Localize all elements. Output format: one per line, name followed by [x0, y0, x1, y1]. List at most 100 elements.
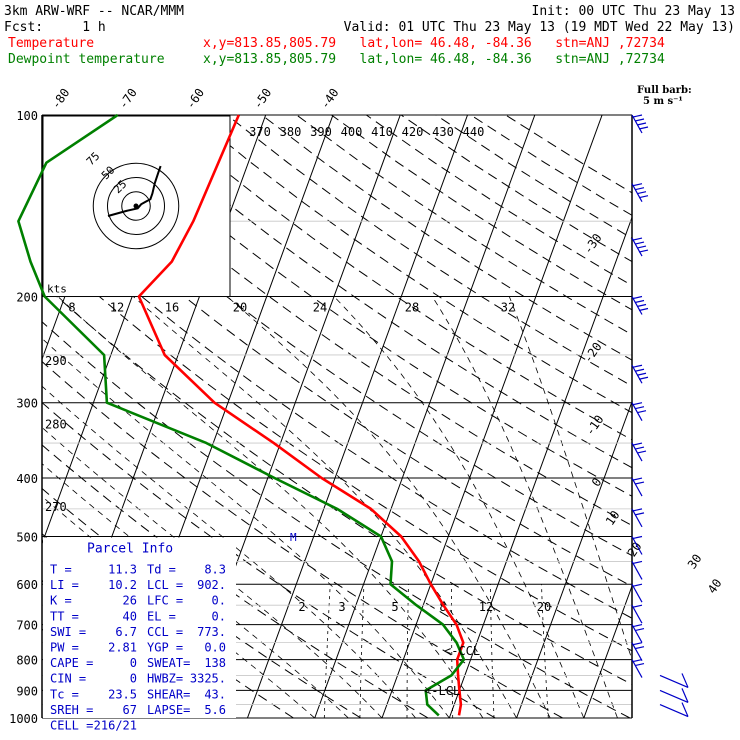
parcel-key: HWBZ= [147, 672, 183, 686]
parcel-value: 138 [204, 656, 226, 670]
mixing-ratio-label-upper: 16 [165, 301, 179, 315]
wind-barb-feather [634, 299, 645, 304]
pressure-label: 600 [16, 578, 38, 592]
parcel-value: 0 [130, 672, 137, 686]
wind-barb-feather [634, 187, 645, 191]
wind-barb-staff [659, 689, 689, 703]
pressure-label: 300 [16, 397, 38, 411]
wind-barb-feather [632, 295, 643, 300]
wind-barb-feather [632, 364, 643, 368]
wind-barb-staff [631, 402, 643, 421]
mixing-ratio-label-upper: 28 [405, 301, 419, 315]
parcel-key: Td = [147, 562, 176, 576]
wind-barb-staff [631, 642, 643, 661]
mixing-ratio-label-lower: 12 [479, 600, 493, 614]
parcel-value: 0 [130, 656, 137, 670]
wind-barb-feather [634, 406, 645, 410]
parcel-title: Parcel Info [87, 541, 173, 556]
parcel-box [43, 537, 236, 718]
wind-barbs [631, 114, 689, 718]
parcel-value: 0. [212, 594, 226, 608]
parcel-key: CAPE = [50, 656, 93, 670]
pressure-label: 400 [16, 472, 38, 486]
dewpoint-profile [17, 113, 466, 717]
lcl-annotation: <-LCL [424, 684, 460, 698]
isotherm-line [583, 584, 632, 718]
mixing-ratio-label-upper: 24 [313, 301, 327, 315]
barb-legend-line2: 5 m s⁻¹ [643, 96, 683, 107]
parcel-key: SWEAT= [147, 656, 190, 670]
wind-barb-feather [636, 450, 647, 454]
wind-barb-staff [631, 364, 643, 384]
parcel-value: 8.3 [204, 562, 226, 576]
hodo-storm-motion [133, 203, 139, 209]
theta-e-label: 420 [402, 125, 424, 139]
wind-barb-feather [634, 241, 645, 245]
parcel-value: 23.5 [108, 687, 137, 701]
wind-barb-flag [681, 688, 689, 703]
theta-e-label: 430 [432, 125, 454, 139]
wind-barb-feather [636, 245, 647, 249]
wind-barb-feather [638, 195, 649, 199]
wind-barb-feather [634, 512, 645, 516]
pressure-label: 700 [16, 619, 38, 633]
temperature-legend: Temperature [8, 36, 94, 51]
mixing-ratio-label-upper: 32 [501, 301, 515, 315]
wind-barb-feather [634, 118, 645, 122]
wind-barb-feather [638, 307, 649, 312]
hodo-ring [92, 162, 180, 250]
moist-adiabat [226, 296, 551, 718]
wind-barb-feather [632, 624, 643, 628]
isotherm-line [381, 115, 603, 718]
wind-barb-staff [631, 604, 643, 624]
wind-barb-feather [638, 376, 649, 380]
wind-barb-feather [632, 402, 643, 406]
pressure-label: 1000 [9, 712, 38, 726]
isobars [41, 114, 633, 719]
mixing-ratio-label-upper: 8 [68, 301, 75, 315]
init-time: Init: 00 UTC Thu 23 May 13 [532, 4, 736, 19]
isotherm-line [516, 400, 632, 718]
parcel-key: LFC = [147, 594, 183, 608]
wind-barb-staff [631, 561, 643, 580]
wind-barb-feather [636, 372, 647, 376]
wind-barb-feather [634, 646, 645, 650]
wind-barb-staff [631, 237, 643, 257]
mixing-ratio-label-lower: 2 [298, 600, 305, 614]
wind-barb-feather [632, 508, 643, 512]
wind-barb-staff [631, 508, 643, 528]
parcel-key: CIN = [50, 672, 86, 686]
wind-barb-staff [631, 183, 643, 202]
barb-legend-line1: Full barb: [637, 85, 692, 96]
wind-barb-feather [632, 114, 643, 118]
wind-barb-feather [634, 446, 645, 450]
theta-e-label: 410 [371, 125, 393, 139]
wind-barb-feather [634, 481, 645, 485]
wind-barb-feather [632, 477, 643, 481]
wind-barb-feather [632, 183, 643, 187]
hodograph-trace [107, 165, 162, 217]
hodo-unit-label: kts [47, 283, 67, 296]
right-isotherm-label: 30 [685, 552, 705, 572]
m-annotation: M [290, 531, 297, 544]
parcel-key: K = [50, 594, 72, 608]
mixing-ratio-label-upper: 12 [110, 301, 124, 315]
theta-label: 290 [45, 354, 67, 368]
parcel-value: 0. [212, 609, 226, 623]
parcel-key: LAPSE= [147, 703, 190, 717]
parcel-key: CELL = [50, 718, 93, 732]
wind-barb-flag [681, 702, 689, 717]
dewpoint-location: x,y=813.85,805.79 lat,lon= 46.48, -84.36… [203, 52, 665, 67]
parcel-key: LCL = [147, 578, 183, 592]
pressure-label: 900 [16, 684, 38, 698]
theta-label: 280 [45, 418, 67, 432]
parcel-value: 43. [204, 687, 226, 701]
theta-label: 270 [45, 500, 67, 514]
theta-e-label: 390 [310, 125, 332, 139]
parcel-key: YGP = [147, 640, 183, 654]
right-isotherm-label: 10 [603, 508, 623, 528]
parcel-key: SWI = [50, 625, 86, 639]
temperature-profile [137, 114, 465, 716]
theta-e-label: 370 [249, 125, 271, 139]
theta-e-label: 440 [463, 125, 485, 139]
